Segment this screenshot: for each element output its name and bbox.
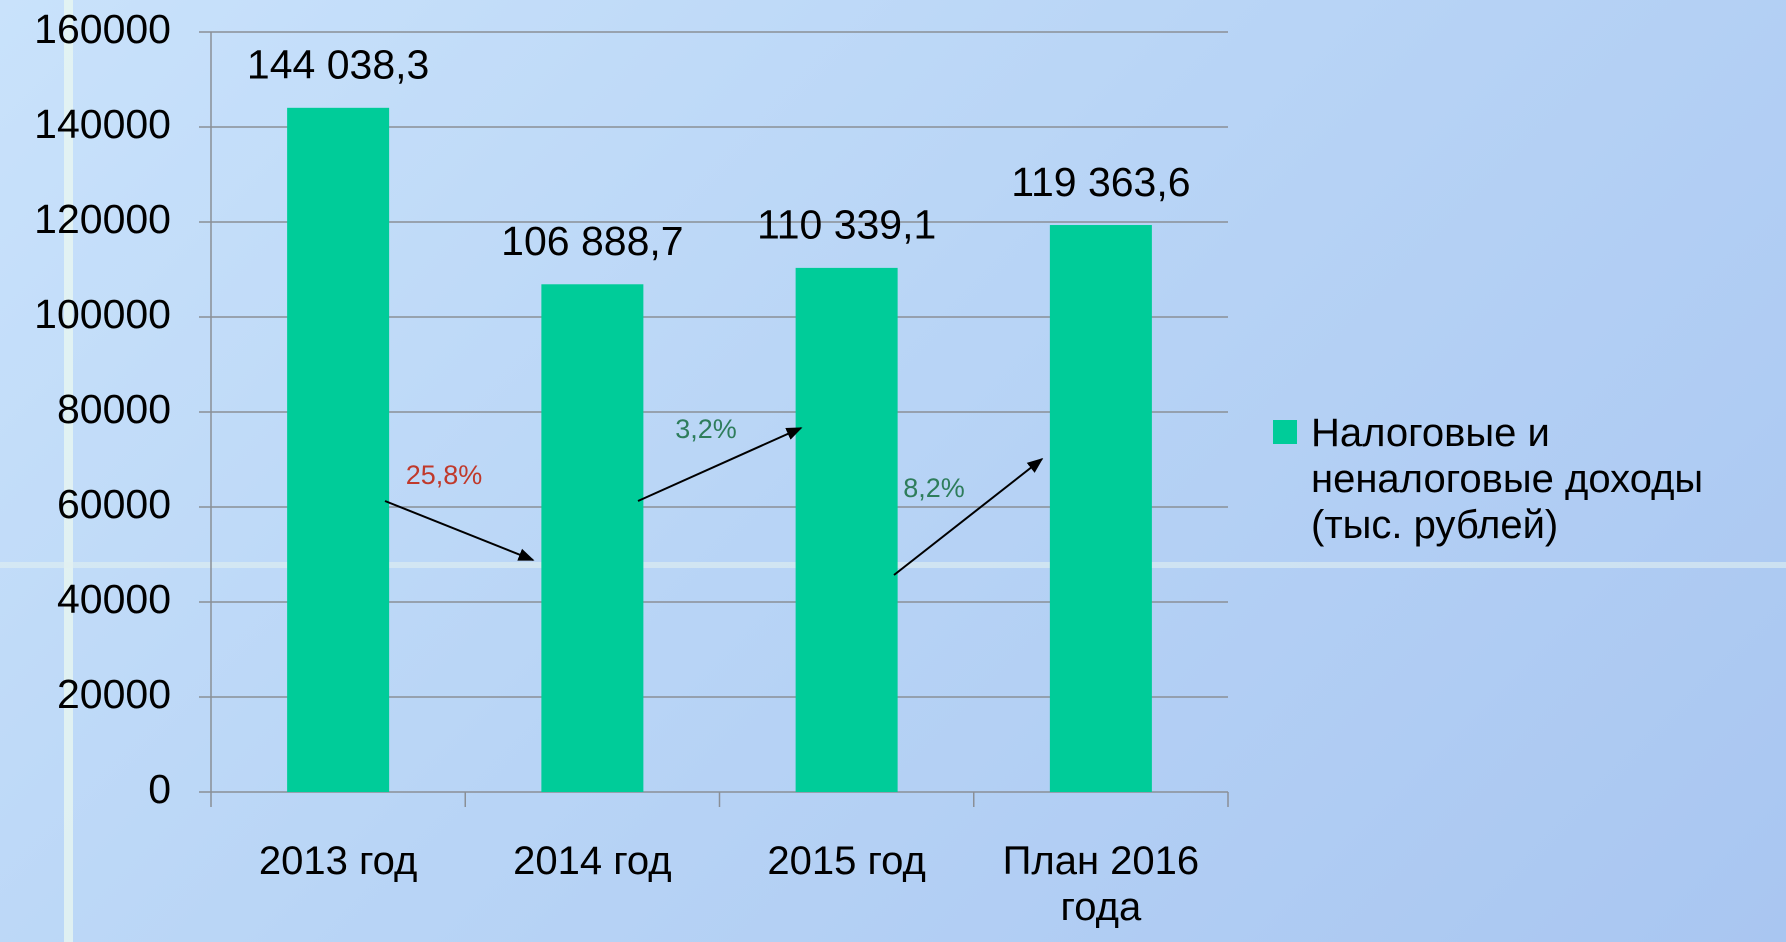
bar: [541, 284, 644, 792]
legend-label: Налоговые и неналоговые доходы (тыс. руб…: [1311, 411, 1704, 547]
y-tick-label: 100000: [34, 291, 171, 337]
y-tick-label: 120000: [34, 196, 171, 242]
bar: [287, 107, 390, 793]
value-label: 110 339,1: [757, 202, 936, 248]
bar: [795, 267, 898, 792]
bar: [1049, 225, 1152, 793]
annotation: 8,2%: [903, 473, 965, 503]
x-tick-label: План 2016 года: [1002, 839, 1200, 929]
annotation: 3,2%: [675, 414, 737, 444]
y-tick-label: 160000: [34, 6, 171, 52]
decor-stripe: [64, 0, 73, 942]
value-label: 119 363,6: [1011, 159, 1190, 205]
y-tick-label: 140000: [34, 101, 171, 147]
annotation: 25,8%: [406, 460, 483, 490]
annotation-arrow: [893, 458, 1044, 576]
y-tick-label: 20000: [57, 671, 171, 717]
y-tick-label: 0: [148, 766, 171, 812]
legend-swatch: [1273, 420, 1297, 444]
y-tick-label: 80000: [57, 386, 171, 432]
value-label: 144 038,3: [247, 42, 429, 88]
annotation-arrow: [384, 500, 535, 561]
x-tick-label: 2013 год: [258, 839, 418, 883]
x-tick-label: 2015 год: [767, 839, 926, 883]
value-label: 106 888,7: [501, 218, 683, 264]
x-tick-label: 2014 год: [513, 839, 672, 883]
y-tick-label: 40000: [57, 576, 171, 622]
y-tick-label: 60000: [57, 481, 171, 527]
annotation-arrow: [637, 427, 803, 502]
